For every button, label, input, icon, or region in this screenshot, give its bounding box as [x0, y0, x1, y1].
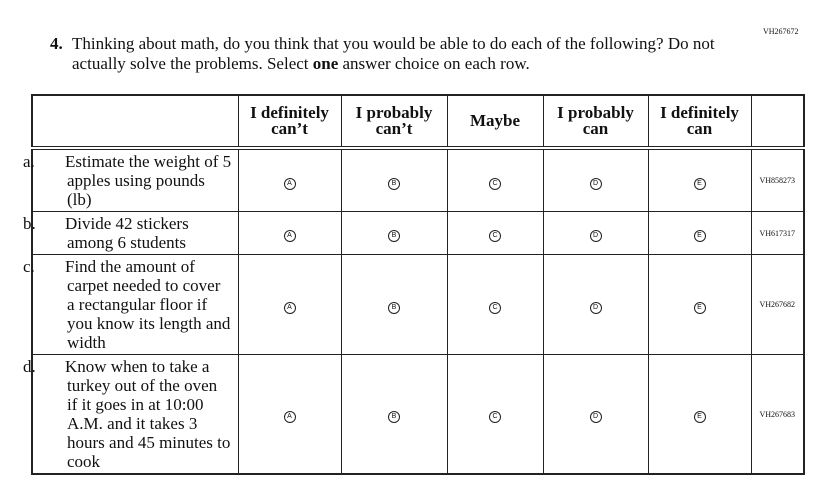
radio-bubble[interactable]: B — [388, 301, 400, 314]
radio-bubble[interactable]: E — [693, 301, 706, 314]
header-blank — [750, 94, 805, 149]
radio-bubble[interactable]: A — [283, 177, 296, 190]
radio-bubble[interactable]: B — [388, 411, 400, 423]
radio-bubble[interactable]: A — [283, 301, 296, 314]
radio-bubble[interactable]: C — [489, 177, 501, 190]
option-cell[interactable]: B — [340, 254, 448, 355]
option-cell[interactable]: D — [542, 147, 649, 212]
radio-bubble[interactable]: D — [589, 301, 602, 314]
option-cell[interactable]: B — [340, 147, 448, 212]
item-code: VH267672 — [763, 27, 799, 36]
table-row: a. Estimate the weight of 5 apples using … — [23, 147, 805, 212]
radio-bubble[interactable]: D — [589, 230, 602, 242]
option-cell[interactable]: B — [340, 354, 448, 475]
radio-bubble[interactable]: D — [589, 411, 602, 423]
row-code: VH267683 — [750, 354, 805, 475]
row-label: d. Know when to take a turkey out of the … — [23, 354, 239, 475]
radio-bubble[interactable]: D — [589, 177, 602, 190]
row-code: VH617317 — [750, 211, 805, 255]
row-label: a. Estimate the weight of 5 apples using … — [23, 147, 239, 212]
radio-bubble[interactable]: C — [489, 230, 501, 242]
radio-bubble[interactable]: C — [489, 411, 501, 423]
column-header: I definitely can — [647, 94, 752, 149]
column-header: I definitely can’t — [237, 94, 342, 149]
option-cell[interactable]: C — [446, 354, 544, 475]
option-cell[interactable]: E — [647, 211, 752, 255]
row-label: b. Divide 42 stickers among 6 students — [23, 211, 239, 255]
row-code: VH267682 — [750, 254, 805, 355]
radio-bubble[interactable]: C — [489, 301, 501, 314]
radio-bubble[interactable]: E — [693, 230, 706, 242]
radio-bubble[interactable]: A — [283, 230, 296, 242]
table-row: c. Find the amount of carpet needed to co… — [23, 254, 805, 355]
response-grid: I definitely can’t I probably can’t Maybe I… — [23, 94, 805, 475]
row-label: c. Find the amount of carpet needed to co… — [23, 254, 239, 355]
radio-bubble[interactable]: B — [388, 230, 400, 242]
option-cell[interactable]: D — [542, 354, 649, 475]
radio-bubble[interactable]: A — [283, 411, 296, 423]
table-row: b. Divide 42 stickers among 6 students A B C… — [23, 211, 805, 255]
option-cell[interactable]: B — [340, 211, 448, 255]
option-cell[interactable]: D — [542, 254, 649, 355]
question: 4. Thinking about math, do you think tha… — [50, 34, 750, 74]
option-cell[interactable]: E — [647, 147, 752, 212]
option-cell[interactable]: A — [237, 147, 342, 212]
radio-bubble[interactable]: B — [388, 177, 400, 190]
option-cell[interactable]: D — [542, 211, 649, 255]
radio-bubble[interactable]: E — [693, 177, 706, 190]
option-cell[interactable]: A — [237, 211, 342, 255]
header-blank — [31, 94, 239, 149]
column-header: I probably can — [542, 94, 649, 149]
option-cell[interactable]: C — [446, 211, 544, 255]
option-cell[interactable]: E — [647, 254, 752, 355]
option-cell[interactable]: E — [647, 354, 752, 475]
row-code: VH858273 — [750, 147, 805, 212]
radio-bubble[interactable]: E — [693, 411, 706, 423]
option-cell[interactable]: C — [446, 254, 544, 355]
option-cell[interactable]: A — [237, 254, 342, 355]
column-header: I probably can’t — [340, 94, 448, 149]
question-text: Thinking about math, do you think that y… — [72, 34, 715, 73]
option-cell[interactable]: C — [446, 147, 544, 212]
option-cell[interactable]: A — [237, 354, 342, 475]
table-row: d. Know when to take a turkey out of the … — [23, 354, 805, 475]
question-number: 4. — [50, 34, 63, 53]
column-header: Maybe — [446, 94, 544, 149]
